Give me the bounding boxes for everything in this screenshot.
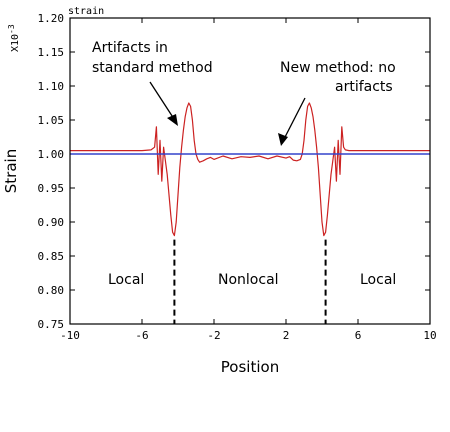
y-tick-label: 1.15 — [38, 46, 65, 59]
x-tick-label: 6 — [355, 329, 362, 342]
series-lines — [70, 102, 430, 237]
series-line-standard — [70, 102, 430, 237]
y-tick-label: 0.85 — [38, 250, 65, 263]
annotation-newmethod-line2: artifacts — [335, 79, 393, 95]
y-tick-label: 0.90 — [38, 216, 65, 229]
y-tick-label: 1.20 — [38, 12, 65, 25]
y-axis-title: Strain — [2, 149, 20, 193]
region-boundaries — [173, 239, 327, 324]
y-tick-label: 0.75 — [38, 318, 65, 331]
annotation-arrow-newmethod — [282, 97, 306, 142]
y-tick-label: 1.00 — [38, 148, 65, 161]
annotation-artifacts-line1: Artifacts in — [92, 40, 168, 56]
plot-frame — [69, 17, 431, 325]
panel-label: strain — [68, 6, 104, 17]
x-tick-label: -10 — [60, 329, 80, 342]
y-tick-label: 0.95 — [38, 182, 65, 195]
x-tick-label: -6 — [135, 329, 148, 342]
multiplier-label: X10-3 — [7, 24, 21, 52]
annotation-arrowhead-newmethod — [278, 133, 288, 146]
x-tick-label: -2 — [207, 329, 220, 342]
x-axis-title: Position — [221, 358, 279, 376]
annotation-arrowhead-artifacts — [167, 114, 178, 126]
y-tick-label: 0.80 — [38, 284, 65, 297]
x-tick-label: 10 — [423, 329, 436, 342]
annotation-arrow-artifacts — [149, 81, 177, 123]
annotation-newmethod-line1: New method: no — [280, 60, 396, 76]
y-tick-label: 1.05 — [38, 114, 65, 127]
region-label-nonlocal: Nonlocal — [218, 272, 279, 288]
annotation-artifacts-line2: standard method — [92, 60, 213, 76]
y-tick-label: 1.10 — [38, 80, 65, 93]
x-ticks: -10 -6 -2 2 6 10 — [60, 18, 437, 342]
region-label-local-left: Local — [108, 272, 144, 288]
region-label-local-right: Local — [360, 272, 396, 288]
x-tick-label: 2 — [283, 329, 290, 342]
